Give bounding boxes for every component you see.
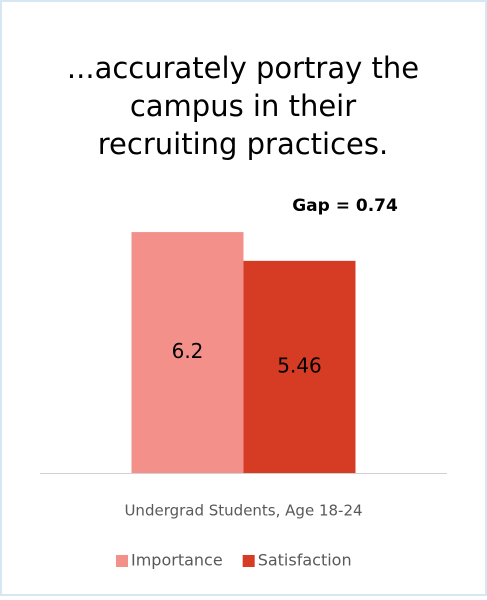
annotation: Gap = 0.74 <box>292 196 398 216</box>
legend-label: Importance <box>131 551 223 570</box>
chart-title: ...accurately portray the <box>67 51 419 85</box>
bar <box>243 260 356 473</box>
chart-title: campus in their <box>130 89 356 123</box>
legend-label: Satisfaction <box>258 551 352 570</box>
x-tick-label: Undergrad Students, Age 18-24 <box>124 502 362 520</box>
data-label: 6.2 <box>172 339 204 363</box>
legend-swatch <box>242 555 255 567</box>
bar <box>131 232 244 473</box>
legend-swatch <box>116 555 128 567</box>
chart-title: recruiting practices. <box>98 127 388 161</box>
data-label: 5.46 <box>277 353 322 377</box>
